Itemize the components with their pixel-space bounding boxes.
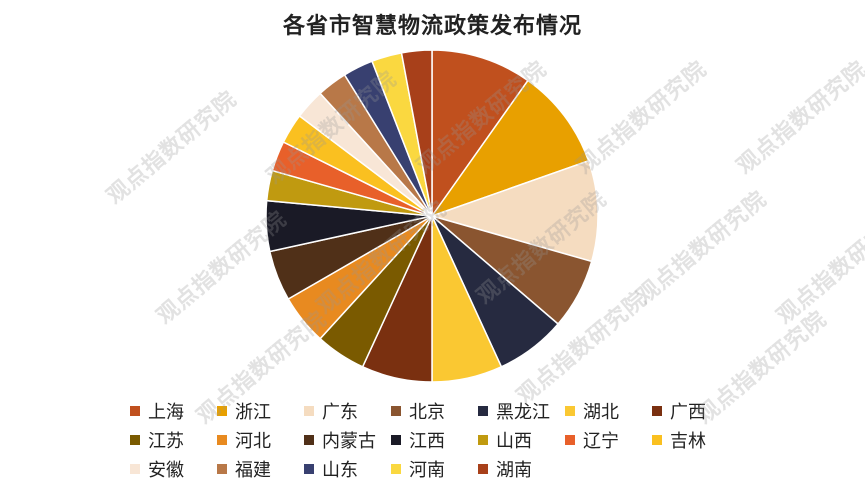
- legend-label: 浙江: [235, 401, 271, 423]
- legend-swatch: [565, 434, 575, 445]
- legend-item-4: 黑龙江: [478, 398, 565, 424]
- pie-chart: [265, 49, 599, 383]
- legend-swatch: [565, 405, 575, 416]
- legend-item-10: 江西: [391, 427, 478, 453]
- legend-label: 广西: [670, 401, 706, 423]
- legend-swatch: [130, 463, 140, 474]
- legend-label: 北京: [409, 401, 445, 423]
- legend-swatch: [478, 405, 488, 416]
- legend-swatch: [304, 405, 314, 416]
- legend-label: 山东: [322, 459, 358, 481]
- legend-label: 辽宁: [583, 430, 619, 452]
- legend-item-3: 北京: [391, 398, 478, 424]
- pie-slice-2: [429, 159, 599, 263]
- legend-item-0: 上海: [130, 398, 217, 424]
- legend-label: 湖南: [496, 459, 532, 481]
- legend-item-7: 江苏: [130, 427, 217, 453]
- legend-swatch: [304, 434, 314, 445]
- legend-swatch: [217, 405, 227, 416]
- legend-item-17: 河南: [391, 456, 478, 482]
- legend-label: 河南: [409, 459, 445, 481]
- legend-item-14: 安徽: [130, 456, 217, 482]
- legend-row: 安徽 福建 山东 河南 湖南: [130, 454, 750, 483]
- legend-item-1: 浙江: [217, 398, 304, 424]
- legend-item-2: 广东: [304, 398, 391, 424]
- legend-item-16: 山东: [304, 456, 391, 482]
- legend-item-15: 福建: [217, 456, 304, 482]
- legend-item-6: 广西: [652, 398, 739, 424]
- legend-swatch: [652, 405, 662, 416]
- legend-swatch: [652, 434, 662, 445]
- legend-label: 山西: [496, 430, 532, 452]
- legend-swatch: [391, 405, 401, 416]
- legend-swatch: [217, 434, 227, 445]
- legend-item-13: 吉林: [652, 427, 739, 453]
- legend-label: 吉林: [670, 430, 706, 452]
- legend-swatch: [478, 434, 488, 445]
- legend-label: 福建: [235, 459, 271, 481]
- legend-item-18: 湖南: [478, 456, 565, 482]
- legend-label: 上海: [148, 401, 184, 423]
- legend-swatch: [391, 434, 401, 445]
- legend-swatch: [478, 463, 488, 474]
- pie-slice-1: [430, 79, 590, 218]
- legend-row: 上海 浙江 广东 北京 黑龙江 湖北 广西: [130, 396, 750, 425]
- legend-swatch: [130, 405, 140, 416]
- legend-swatch: [130, 434, 140, 445]
- legend-swatch: [217, 463, 227, 474]
- legend-swatch: [391, 463, 401, 474]
- legend-label: 河北: [235, 430, 271, 452]
- legend-label: 江西: [409, 430, 445, 452]
- pie-slice-0: [431, 49, 529, 219]
- legend-swatch: [304, 463, 314, 474]
- legend-label: 内蒙古: [322, 430, 376, 452]
- legend-item-12: 辽宁: [565, 427, 652, 453]
- chart-title: 各省市智慧物流政策发布情况: [282, 14, 582, 39]
- legend-row: 江苏 河北 内蒙古 江西 山西 辽宁 吉林: [130, 425, 750, 454]
- legend-label: 广东: [322, 401, 358, 423]
- pie-slice-18: [400, 49, 433, 217]
- legend-item-5: 湖北: [565, 398, 652, 424]
- legend-item-8: 河北: [217, 427, 304, 453]
- legend-label: 湖北: [583, 401, 619, 423]
- legend-item-9: 内蒙古: [304, 427, 391, 453]
- legend-label: 江苏: [148, 430, 184, 452]
- legend-label: 黑龙江: [496, 401, 550, 423]
- legend-label: 安徽: [148, 459, 184, 481]
- legend: 上海 浙江 广东 北京 黑龙江 湖北 广西江苏 河北 内蒙古 江西 山西 辽宁 吉林安徽 福建 山东 河南 湖南: [130, 396, 750, 483]
- legend-item-11: 山西: [478, 427, 565, 453]
